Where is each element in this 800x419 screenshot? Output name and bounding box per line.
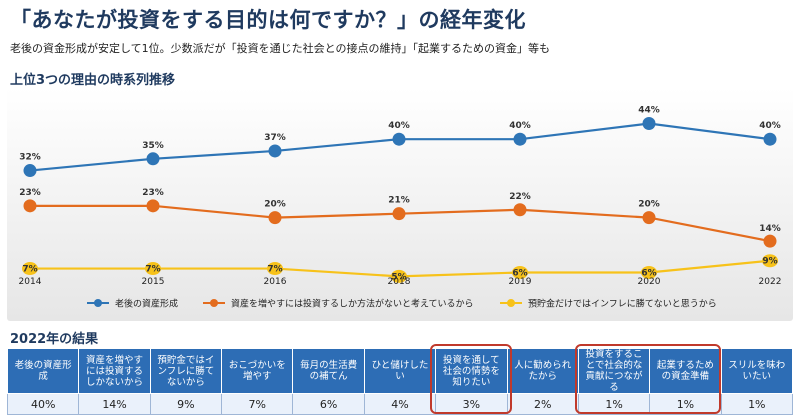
data-label-inflation: 7% <box>267 265 282 275</box>
data-point-retirement <box>642 117 656 131</box>
data-label-inflation: 7% <box>22 265 37 275</box>
results-value-cell: 9% <box>149 393 223 415</box>
results-section-heading: 2022年の結果 <box>10 332 99 347</box>
data-label-inflation: 5% <box>391 272 406 282</box>
results-value-cell: 40% <box>6 393 80 415</box>
results-header-cell: おこづかいを増やす <box>221 348 294 394</box>
data-point-grow-assets <box>146 199 160 213</box>
data-point-retirement <box>763 132 777 146</box>
results-header-cell: 投資を通して社会の情勢を知りたい <box>435 348 508 394</box>
data-point-inflation <box>145 262 161 276</box>
data-label-grow-assets: 20% <box>638 200 660 210</box>
results-table: 老後の資産形成 資産を増やすには投資するしかないから 預貯金ではインフレに勝てな… <box>6 348 794 415</box>
data-point-inflation <box>762 254 778 268</box>
data-label-retirement: 40% <box>509 121 531 131</box>
legend-label: 老後の資産形成 <box>115 298 178 310</box>
data-label-grow-assets: 22% <box>509 192 531 202</box>
data-point-inflation <box>391 269 407 283</box>
data-label-inflation: 6% <box>641 268 656 278</box>
legend-marker <box>507 299 515 307</box>
data-point-inflation <box>512 265 528 279</box>
x-tick-label: 2022 <box>759 277 782 287</box>
x-tick-label: 2015 <box>142 277 165 287</box>
results-header-row: 老後の資産形成 資産を増やすには投資するしかないから 預貯金ではインフレに勝てな… <box>6 348 794 394</box>
results-header-cell: 資産を増やすには投資するしかないから <box>78 348 151 394</box>
data-label-retirement: 40% <box>759 121 781 131</box>
legend-label: 資産を増やすには投資するしか方法がないと考えているから <box>231 298 474 310</box>
results-header-cell: スリルを味わいたい <box>720 348 794 394</box>
results-value-row: 40% 14% 9% 7% 6% 4% 3% 2% 1% 1% 1% <box>6 393 794 415</box>
data-point-retirement <box>23 164 37 178</box>
results-value-cell: 1% <box>649 393 722 415</box>
data-point-grow-assets <box>392 207 406 221</box>
results-header-cell: ひと儲けしたい <box>363 348 437 394</box>
data-point-retirement <box>513 132 527 146</box>
results-value-cell: 7% <box>221 393 294 415</box>
data-label-inflation: 7% <box>145 265 160 275</box>
data-point-inflation <box>641 265 657 279</box>
data-label-inflation: 6% <box>512 268 527 278</box>
x-tick-label: 2018 <box>388 277 411 287</box>
data-point-grow-assets <box>268 211 282 225</box>
results-value-cell: 2% <box>506 393 579 415</box>
data-point-grow-assets <box>642 211 656 225</box>
data-label-retirement: 32% <box>19 153 41 163</box>
chart-section-heading: 上位3つの理由の時系列推移 <box>10 73 176 88</box>
data-label-retirement: 37% <box>264 133 286 143</box>
data-label-retirement: 35% <box>142 141 164 151</box>
results-value-cell: 4% <box>363 393 437 415</box>
data-label-grow-assets: 21% <box>388 196 410 206</box>
data-label-grow-assets: 20% <box>264 200 286 210</box>
data-label-grow-assets: 23% <box>19 188 41 198</box>
data-label-retirement: 44% <box>638 106 660 116</box>
legend-marker <box>210 299 218 307</box>
data-point-inflation <box>267 262 283 276</box>
results-value-cell: 3% <box>435 393 508 415</box>
results-value-cell: 1% <box>720 393 794 415</box>
results-value-cell: 14% <box>78 393 151 415</box>
data-label-grow-assets: 14% <box>759 224 781 234</box>
data-label-retirement: 40% <box>388 121 410 131</box>
results-header-cell: 起業するための資金準備 <box>649 348 722 394</box>
results-value-cell: 6% <box>292 393 365 415</box>
results-header-cell: 毎月の生活費の補てん <box>292 348 365 394</box>
highlight-contribution-startup <box>575 344 721 414</box>
data-point-retirement <box>146 152 160 166</box>
highlight-social-info <box>430 344 512 414</box>
data-label-inflation: 9% <box>762 257 777 267</box>
data-label-grow-assets: 23% <box>142 188 164 198</box>
x-tick-label: 2016 <box>264 277 287 287</box>
legend-marker <box>94 299 102 307</box>
results-header-cell: 老後の資産形成 <box>6 348 80 394</box>
x-tick-label: 2019 <box>509 277 532 287</box>
data-point-grow-assets <box>513 203 527 217</box>
data-point-grow-assets <box>23 199 37 213</box>
legend-label: 預貯金だけではインフレに勝てないと思うから <box>528 298 717 310</box>
results-value-cell: 1% <box>577 393 651 415</box>
line-chart: 32% 35% 37% 40% 40% 44% 40% 23% 23% 20% 21% 22% 20% 1… <box>19 106 782 310</box>
x-tick-label: 2020 <box>638 277 661 287</box>
data-point-inflation <box>22 262 38 276</box>
page-subtitle: 老後の資金形成が安定して1位。少数派だが「投資を通じた社会との接点の維持」「起業… <box>10 42 551 55</box>
data-point-retirement <box>392 132 406 146</box>
page-title: 「あなたが投資をする目的は何ですか？」の経年変化 <box>10 8 526 32</box>
results-header-cell: 預貯金ではインフレに勝てないから <box>149 348 223 394</box>
results-header-cell: 人に勧められたから <box>506 348 579 394</box>
x-tick-label: 2014 <box>19 277 42 287</box>
chart-panel: 32% 35% 37% 40% 40% 44% 40% 23% 23% 20% 21% 22% 20% 1… <box>7 88 793 321</box>
data-point-grow-assets <box>763 234 777 248</box>
data-point-retirement <box>268 144 282 158</box>
